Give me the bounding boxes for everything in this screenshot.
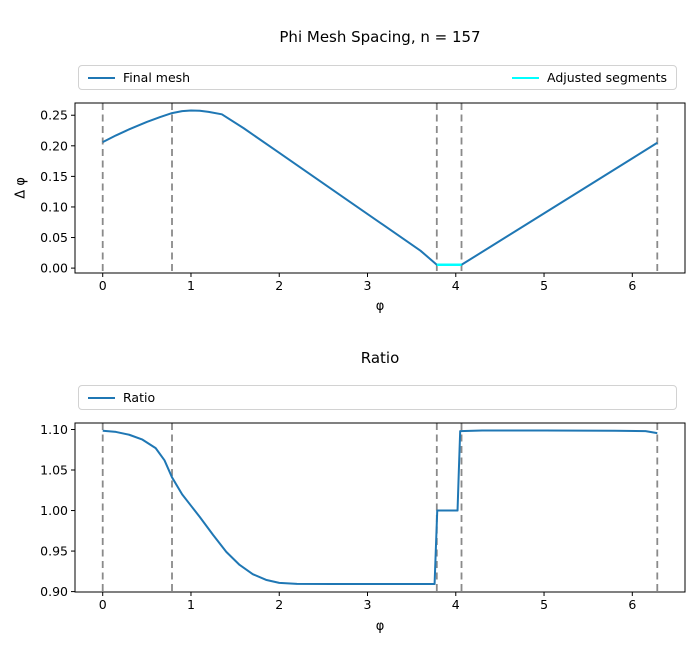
bottom-plot-series-ratio <box>102 429 658 586</box>
legend-entry-adjusted-segments: Adjusted segments <box>511 70 667 85</box>
bottom-x-tick-label: 6 <box>628 597 636 612</box>
bottom-y-tick-label: 1.10 <box>40 422 68 437</box>
bottom-x-tick-label: 2 <box>275 597 283 612</box>
top-y-tick-label: 0.05 <box>40 230 68 245</box>
top-plot-frame <box>74 102 686 274</box>
legend-label-ratio: Ratio <box>123 390 156 405</box>
top-x-tick-label: 3 <box>364 278 372 293</box>
top-y-tick-label: 0.00 <box>40 261 68 276</box>
bottom-legend: Ratio <box>78 385 677 410</box>
adjusted-segments-line-sample <box>511 76 539 79</box>
final-mesh-line-sample <box>88 76 115 79</box>
top-legend: Final mesh Adjusted segments <box>78 65 677 90</box>
top-y-tick-label: 0.10 <box>40 199 68 214</box>
bottom-y-tick-label: 0.95 <box>40 544 68 559</box>
bottom-plot-title: Ratio <box>360 349 400 367</box>
bottom-x-tick-label: 5 <box>540 597 548 612</box>
bottom-x-tick-label: 0 <box>99 597 107 612</box>
top-x-tick-label: 4 <box>452 278 460 293</box>
top-x-tick-label: 2 <box>275 278 283 293</box>
top-x-tick-label: 1 <box>187 278 195 293</box>
top-plot-xlabel: φ <box>375 299 385 314</box>
bottom-x-tick-label: 1 <box>187 597 195 612</box>
legend-label-final-mesh: Final mesh <box>123 70 191 85</box>
bottom-plot-frame <box>74 422 686 593</box>
ratio-line-sample <box>88 396 115 399</box>
legend-label-adjusted-segments: Adjusted segments <box>546 70 667 85</box>
top-x-tick-label: 6 <box>628 278 636 293</box>
bottom-y-tick-label: 1.05 <box>40 463 68 478</box>
bottom-y-tick-label: 0.90 <box>40 584 68 599</box>
bottom-x-tick-label: 3 <box>364 597 372 612</box>
bottom-x-tick-label: 4 <box>452 597 460 612</box>
top-y-tick-label: 0.25 <box>40 108 68 123</box>
top-y-tick-label: 0.20 <box>40 138 68 153</box>
top-plot-title: Phi Mesh Spacing, n = 157 <box>279 28 481 46</box>
top-plot-ylabel: Δ φ <box>13 177 29 199</box>
bottom-plot-xlabel: φ <box>375 619 385 634</box>
top-x-tick-label: 0 <box>99 278 107 293</box>
top-y-tick-label: 0.15 <box>40 169 68 184</box>
legend-entry-final-mesh: Final mesh <box>88 70 190 85</box>
top-plot-series-final-mesh <box>102 109 658 266</box>
top-x-tick-label: 5 <box>540 278 548 293</box>
legend-entry-ratio: Ratio <box>88 390 155 405</box>
bottom-y-tick-label: 1.00 <box>40 503 68 518</box>
